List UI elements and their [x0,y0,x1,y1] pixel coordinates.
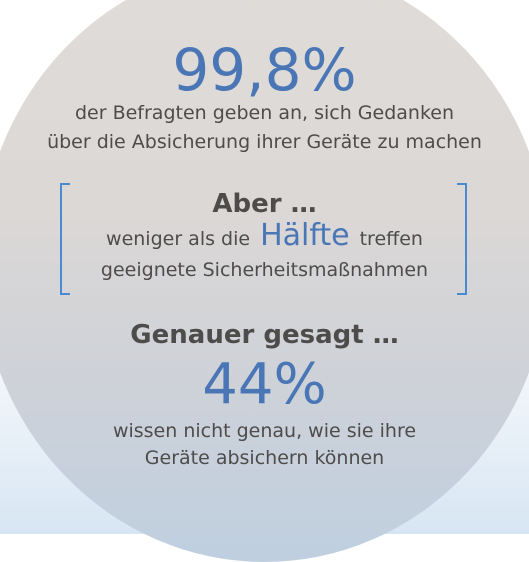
stat2-caption-line1: wissen nicht genau, wie sie ihre [112,420,417,442]
haelfte-highlight: Hälfte [260,218,350,253]
haelfte-post-text: treffen [359,228,423,250]
stat1-caption-line2: über die Absicherung ihrer Geräte zu mac… [47,131,482,153]
haelfte-line: weniger als die Hälfte treffen [0,218,529,253]
stat-percentage-99-8: 99,8% [172,36,357,104]
right-bracket [457,183,467,295]
stat2-caption-line2: Geräte absichern können [144,447,385,469]
left-bracket [60,183,70,295]
genauer-heading: Genauer gesagt … [130,320,399,350]
stat1-caption-line1: der Befragten geben an, sich Gedanken [74,102,455,124]
stat-percentage-44: 44% [202,352,327,417]
box-caption-line2: geeignete Sicherheitsmaßnahmen [100,259,429,281]
haelfte-pre-text: weniger als die [106,228,251,250]
aber-heading: Aber … [212,189,317,219]
